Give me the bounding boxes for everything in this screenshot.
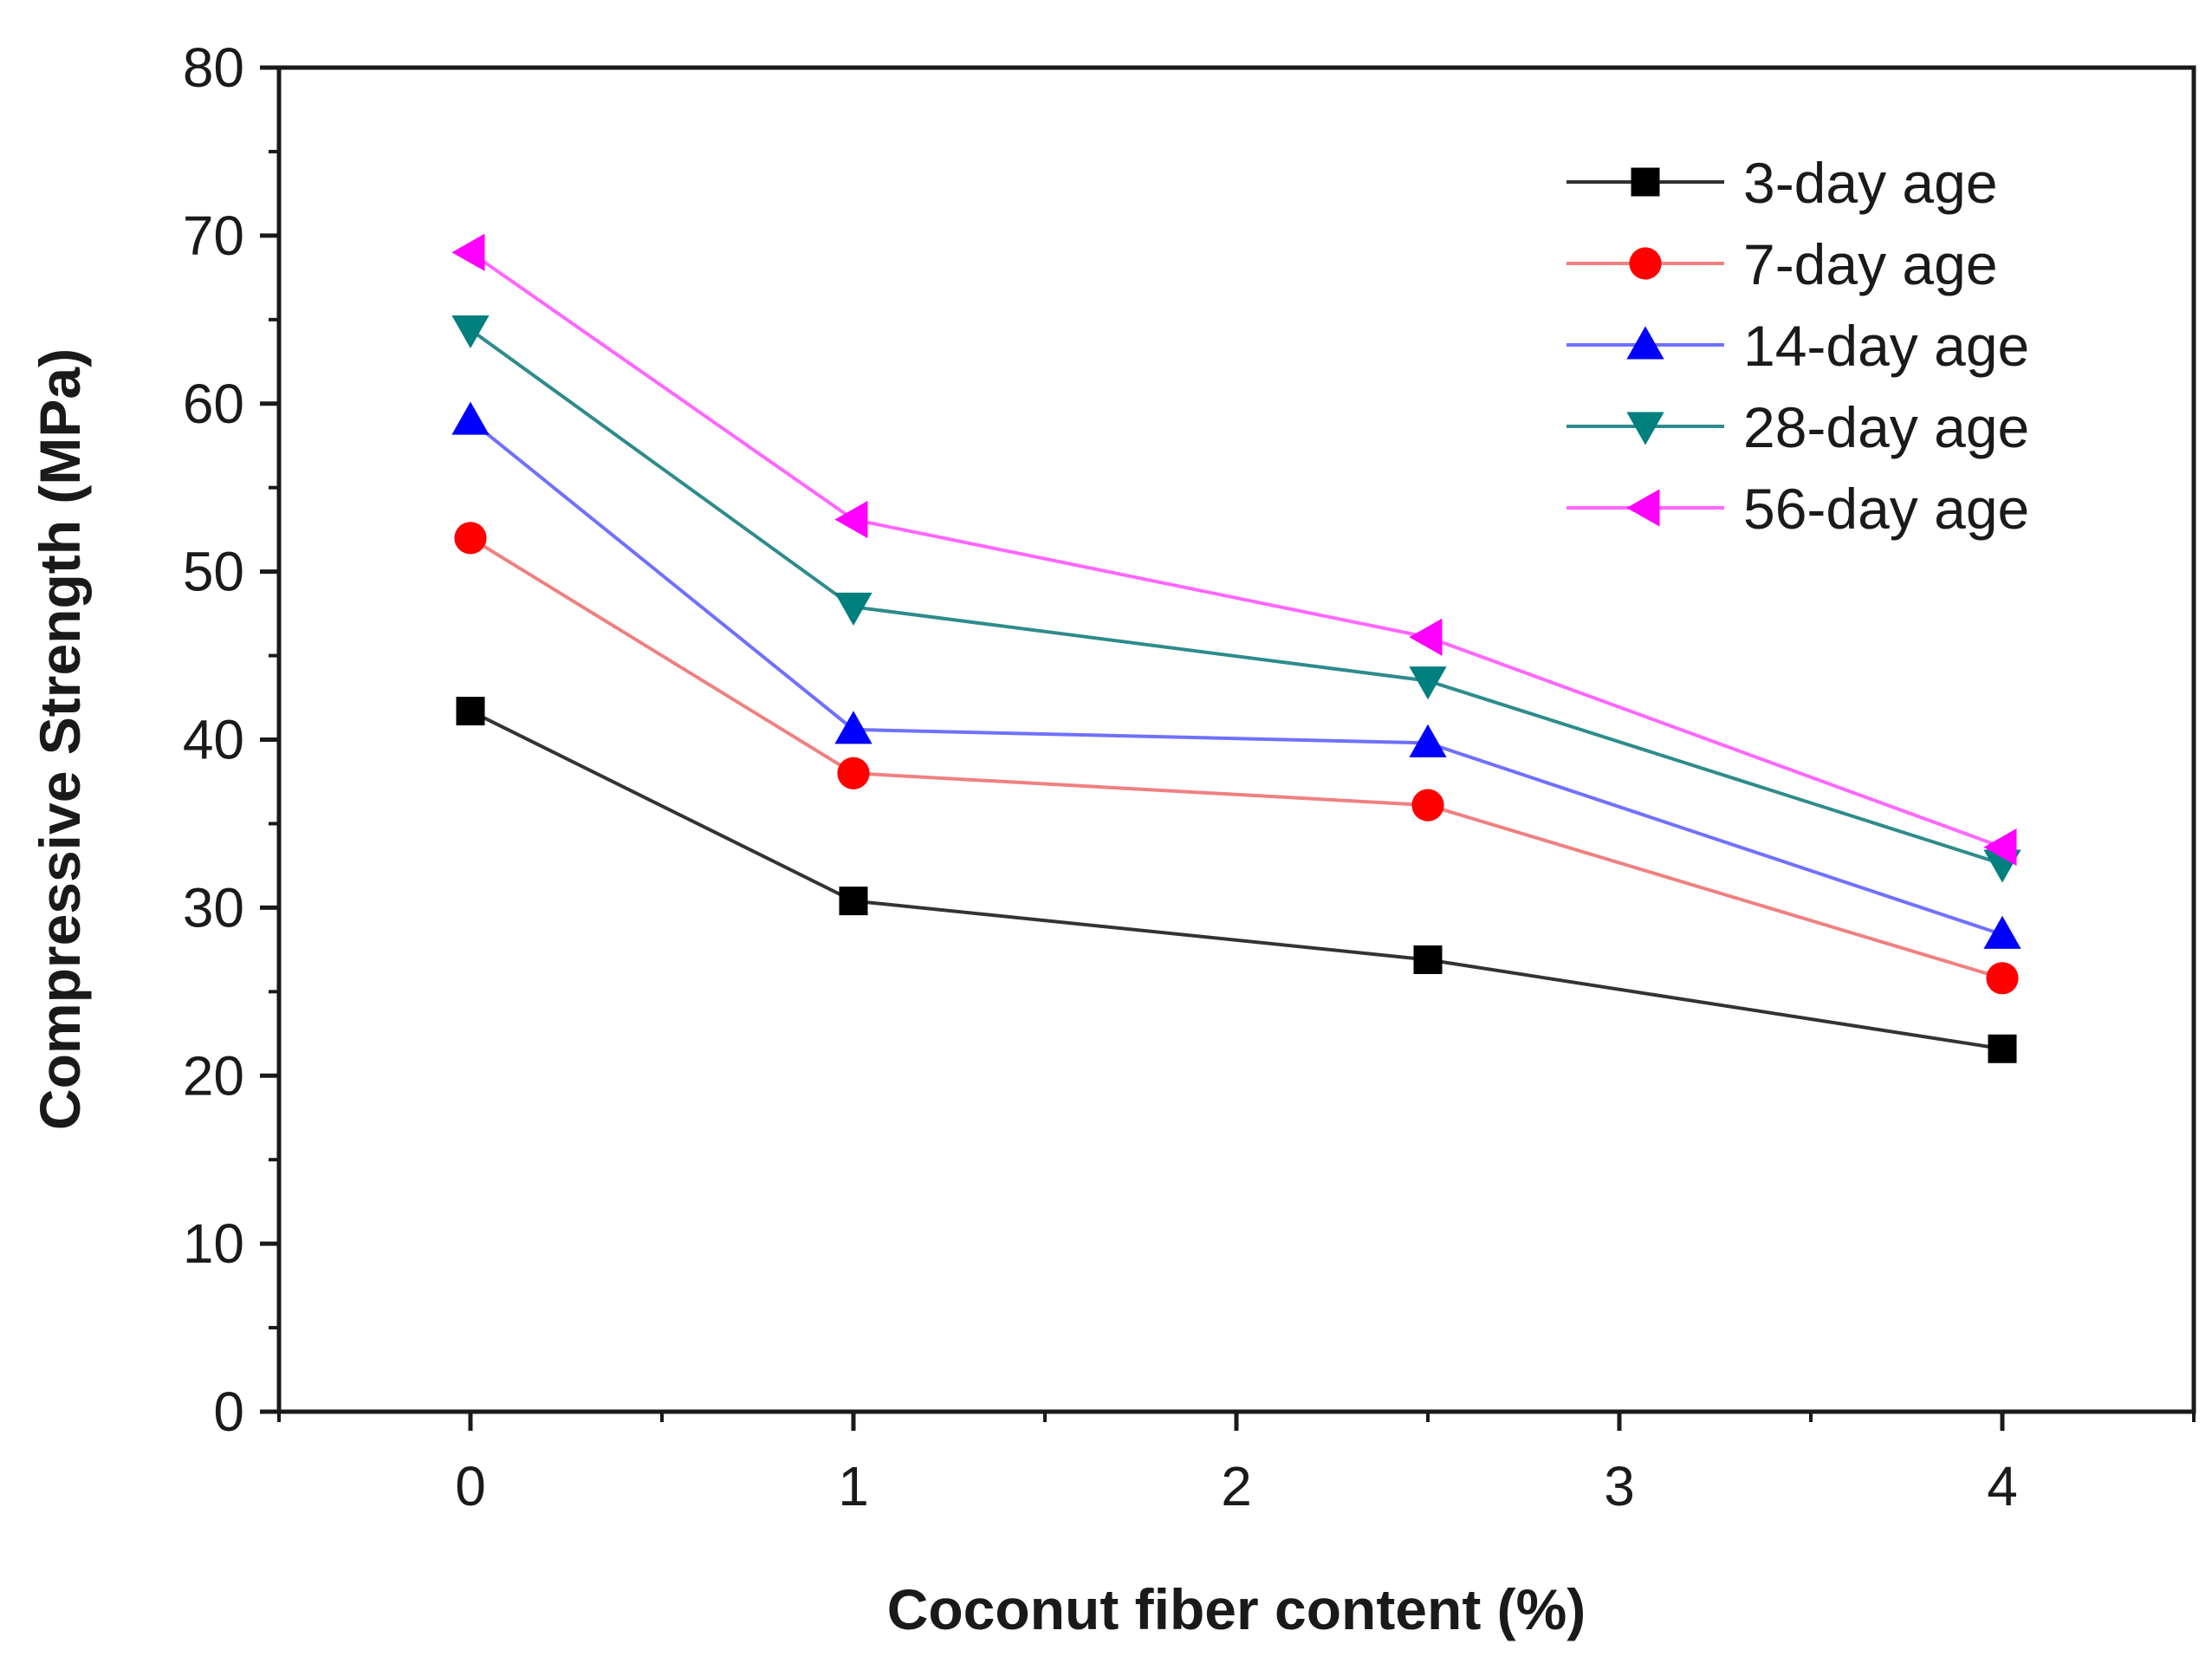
data-point-s1-p4 (1988, 1034, 2017, 1063)
legend-label-1: 3-day age (1743, 151, 1998, 215)
legend-label-4: 28-day age (1743, 395, 2029, 459)
data-point-s3-p1 (451, 401, 490, 435)
y-tick-label: 70 (183, 205, 244, 267)
data-point-s1-p3 (1413, 945, 1443, 974)
data-point-s2-p4 (1986, 962, 2019, 995)
data-point-s5-p2 (834, 500, 868, 539)
data-point-s2-p2 (837, 757, 870, 789)
legend-marker-5 (1626, 489, 1660, 527)
data-point-s3-p3 (1409, 724, 1447, 757)
legend-marker-2 (1629, 247, 1662, 280)
series-line-5 (469, 250, 2003, 849)
data-point-s4-p2 (834, 592, 872, 626)
data-point-s1-p2 (839, 887, 868, 916)
legend-label-5: 56-day age (1743, 477, 2029, 541)
legend-label-2: 7-day age (1743, 232, 1998, 296)
legend-marker-3 (1626, 326, 1664, 360)
y-tick-label: 0 (213, 1380, 244, 1443)
data-point-s4-p3 (1409, 666, 1447, 700)
data-point-s2-p3 (1411, 789, 1444, 822)
y-tick-label: 50 (183, 541, 244, 603)
y-axis-title: Compressive Strength (MPa) (28, 348, 92, 1130)
x-tick-label: 2 (1221, 1455, 1252, 1517)
data-point-s4-p1 (451, 315, 490, 349)
series-line-1 (470, 709, 2003, 1051)
y-tick-label: 40 (183, 709, 244, 771)
legend-label-3: 14-day age (1743, 314, 2029, 378)
y-tick-label: 10 (183, 1212, 244, 1275)
axis-ticks: 0 10 20 30 40 50 60 70 80 0 1 2 3 4 (183, 36, 2196, 1517)
x-tick-label: 3 (1604, 1455, 1635, 1517)
x-axis-title: Coconut fiber content (%) (887, 1577, 1586, 1641)
y-tick-label: 20 (183, 1044, 244, 1107)
legend: 3-day age 7-day age 14-day age 28-day age 56… (1567, 151, 2029, 541)
data-point-s3-p4 (1983, 915, 2021, 949)
series-lines (469, 250, 2003, 1051)
data-point-s5-p4 (1983, 828, 2017, 867)
series-line-2 (469, 536, 2003, 980)
data-point-s3-p2 (834, 711, 872, 744)
data-point-s5-p3 (1409, 618, 1443, 656)
x-tick-label: 4 (1987, 1455, 2018, 1517)
series-line-3 (469, 419, 2003, 937)
y-tick-label: 80 (183, 36, 244, 99)
series-line-4 (469, 328, 2003, 866)
legend-marker-4 (1626, 412, 1664, 445)
x-tick-label: 1 (838, 1455, 869, 1517)
legend-marker-1 (1631, 167, 1660, 197)
data-point-s2-p1 (454, 522, 487, 555)
y-tick-label: 30 (183, 876, 244, 939)
x-tick-label: 0 (455, 1455, 486, 1517)
data-point-s1-p1 (456, 697, 485, 726)
series-markers (451, 233, 2021, 1063)
y-tick-label: 60 (183, 373, 244, 435)
data-point-s5-p1 (451, 233, 485, 271)
